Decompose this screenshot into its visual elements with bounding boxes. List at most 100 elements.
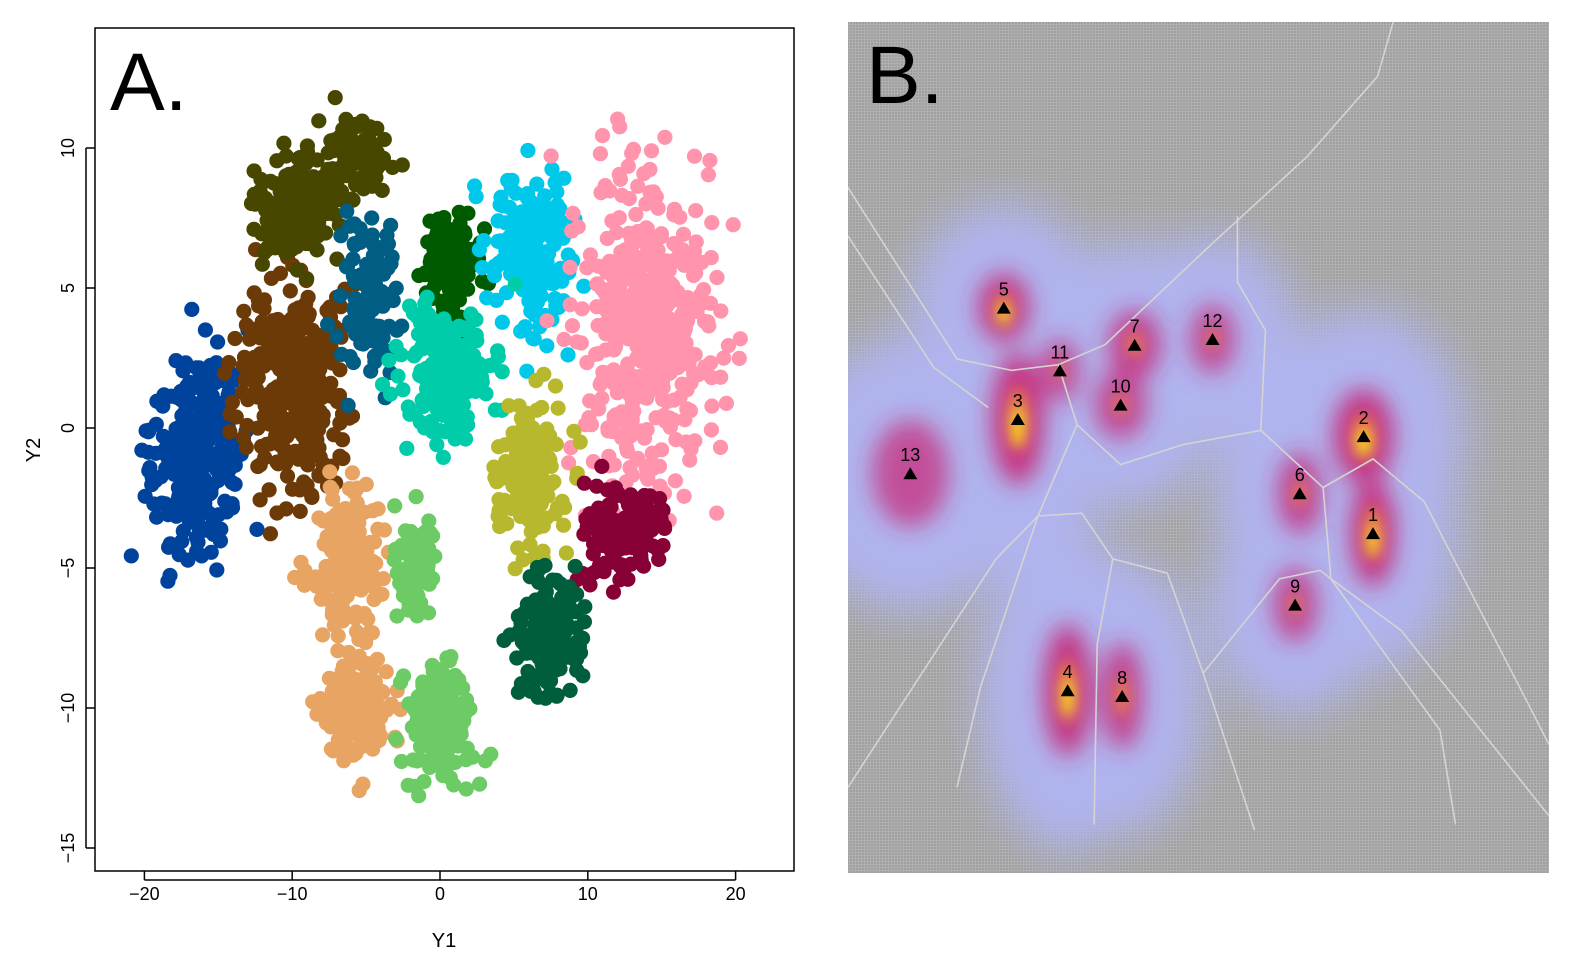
scatter-point [523,444,539,460]
scatter-point [637,324,654,340]
scatter-point [543,148,559,164]
scatter-point [344,465,360,481]
scatter-point [417,296,433,312]
scatter-point [300,289,316,305]
scatter-point [427,333,443,349]
boundary-line [1322,457,1549,745]
scatter-point [401,602,417,618]
scatter-point [205,415,221,431]
scatter-point [282,283,298,299]
scatter-point [415,678,431,694]
scatter-point [386,552,402,568]
peak-label: 2 [1359,408,1369,428]
scatter-point [262,526,278,542]
scatter-point [522,284,538,300]
scatter-point [346,484,362,500]
peak-label: 4 [1063,662,1073,682]
scatter-point [686,365,702,381]
scatter-point [246,285,262,301]
scatter-point [171,547,187,563]
scatter-point [360,718,376,735]
peak-label: 6 [1295,465,1305,485]
scatter-point [332,362,348,378]
scatter-point [482,357,498,374]
scatter-point [351,782,367,799]
scatter-point [347,708,363,724]
scatter-point [624,540,641,556]
scatter-point [636,487,653,504]
scatter-point [357,543,373,559]
x-axis-title: Y1 [432,930,456,952]
scatter-point [547,378,564,394]
scatter-point [582,506,598,522]
scatter-point [499,516,515,532]
scatter-point [556,331,572,348]
scatter-point [562,682,578,699]
y-tick-label: −5 [58,558,78,579]
scatter-point [472,776,488,792]
scatter-point [686,148,703,164]
scatter-point [299,144,316,160]
scatter-point [379,227,395,243]
scatter-point [542,673,559,689]
scatter-point [252,330,268,346]
peak-label: 8 [1117,668,1127,688]
y-tick-label: 0 [58,423,78,433]
scatter-point [539,313,555,329]
scatter-point [522,536,538,553]
scatter-point [528,672,545,688]
scatter-point [248,381,264,397]
scatter-point [534,399,550,416]
peak-marker [1115,689,1130,702]
scatter-point [594,373,610,389]
scatter-point [252,492,268,508]
scatter-point [195,436,211,452]
scatter-point [400,399,416,415]
scatter-point [468,312,484,328]
scatter-point [366,591,382,608]
scatter-point [674,292,690,308]
x-tick-label: 20 [726,884,746,904]
scatter-point [513,615,529,631]
scatter-point [281,166,297,182]
scatter-point [626,310,642,326]
scatter-point [222,406,238,422]
peak-marker [996,301,1011,314]
scatter-point [639,422,655,438]
scatter-point [659,394,675,410]
scatter-point [586,536,602,552]
scatter-point [257,450,273,466]
scatter-point [672,389,688,405]
boundary-line [848,424,1078,788]
scatter-point [653,226,670,242]
scatter-point [390,368,406,384]
scatter-point [675,226,692,242]
scatter-point [610,111,626,127]
scatter-point [535,441,551,457]
scatter-point [355,567,371,583]
scatter-point [612,171,629,187]
scatter-point [545,572,561,588]
scatter-point [339,203,355,219]
scatter-point [567,558,583,575]
scatter-point [308,328,324,344]
peak-label: 9 [1290,577,1300,597]
scatter-point [696,282,712,298]
scatter-point [517,319,533,335]
scatter-point [552,640,568,656]
scatter-point [332,288,348,304]
scatter-point [146,496,162,512]
peak-marker [1060,684,1075,697]
scatter-point [440,769,456,785]
scatter-point [688,292,704,309]
scatter-point [395,588,411,604]
scatter-point [547,655,563,671]
scatter-point [582,393,598,409]
scatter-point [617,408,633,424]
scatter-point [496,632,512,649]
boundary-line [1112,558,1256,831]
scatter-point [399,440,415,456]
scatter-point [448,721,465,737]
boundary-line [956,515,1039,788]
scatter-point [599,230,615,247]
